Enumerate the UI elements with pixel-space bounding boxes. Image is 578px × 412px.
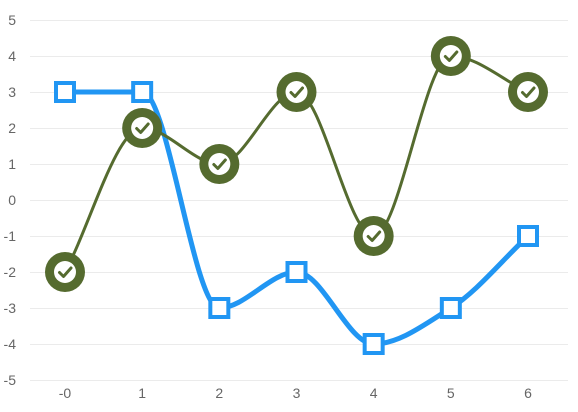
x-axis-labels: -0 1 2 3 4 5 6: [59, 385, 532, 401]
check-icon: [135, 122, 150, 134]
series-2-check-marker[interactable]: [122, 108, 163, 148]
y-tick-label: 3: [8, 84, 16, 100]
x-tick-label: 3: [293, 385, 301, 401]
check-icon: [212, 158, 227, 170]
check-icon: [443, 50, 459, 62]
y-tick-label: -5: [4, 372, 17, 388]
check-badge-circle: [285, 81, 308, 103]
series-1-square-marker[interactable]: [208, 297, 231, 319]
x-tick-label: 5: [447, 385, 455, 401]
series-markers: [45, 36, 548, 355]
series-2-check-marker[interactable]: [353, 216, 394, 256]
x-tick-label: 2: [215, 385, 223, 401]
x-tick-label: 1: [138, 385, 146, 401]
y-tick-label: -2: [4, 264, 17, 280]
series-2-check-marker[interactable]: [45, 252, 85, 292]
x-tick-label: 6: [524, 385, 532, 401]
y-tick-label: 1: [8, 156, 16, 172]
series-1-square-marker[interactable]: [517, 225, 539, 247]
y-tick-label: 4: [8, 48, 16, 64]
series-2-check-marker[interactable]: [430, 36, 471, 76]
series-2-check-marker[interactable]: [508, 72, 548, 112]
check-badge-circle: [517, 81, 539, 103]
y-tick-label: -1: [4, 228, 17, 244]
check-icon: [521, 86, 536, 98]
series-2-check-marker[interactable]: [276, 72, 317, 112]
check-icon: [366, 230, 382, 242]
y-tick-label: 5: [8, 12, 16, 28]
y-tick-label: 0: [8, 192, 16, 208]
check-icon: [289, 86, 304, 98]
y-axis-labels: 5 4 3 2 1 0 -1 -2 -3 -4 -5: [4, 12, 17, 388]
series-1-square-marker[interactable]: [285, 261, 308, 283]
series-1-square-marker[interactable]: [439, 297, 462, 319]
check-icon: [58, 266, 73, 278]
y-tick-label: 2: [8, 120, 16, 136]
x-tick-label: -0: [59, 385, 72, 401]
check-badge-circle: [362, 225, 385, 247]
check-badge-circle: [208, 153, 231, 175]
check-badge-circle: [131, 117, 154, 139]
series-1-square-marker[interactable]: [54, 81, 76, 103]
x-tick-label: 4: [370, 385, 378, 401]
y-tick-label: -4: [4, 336, 17, 352]
series-1-square-marker[interactable]: [131, 81, 154, 103]
check-badge-circle: [54, 261, 76, 283]
series-1-square-marker[interactable]: [362, 333, 385, 355]
check-badge-circle: [439, 45, 462, 67]
series-2-check-marker[interactable]: [199, 144, 240, 184]
y-tick-label: -3: [4, 300, 17, 316]
